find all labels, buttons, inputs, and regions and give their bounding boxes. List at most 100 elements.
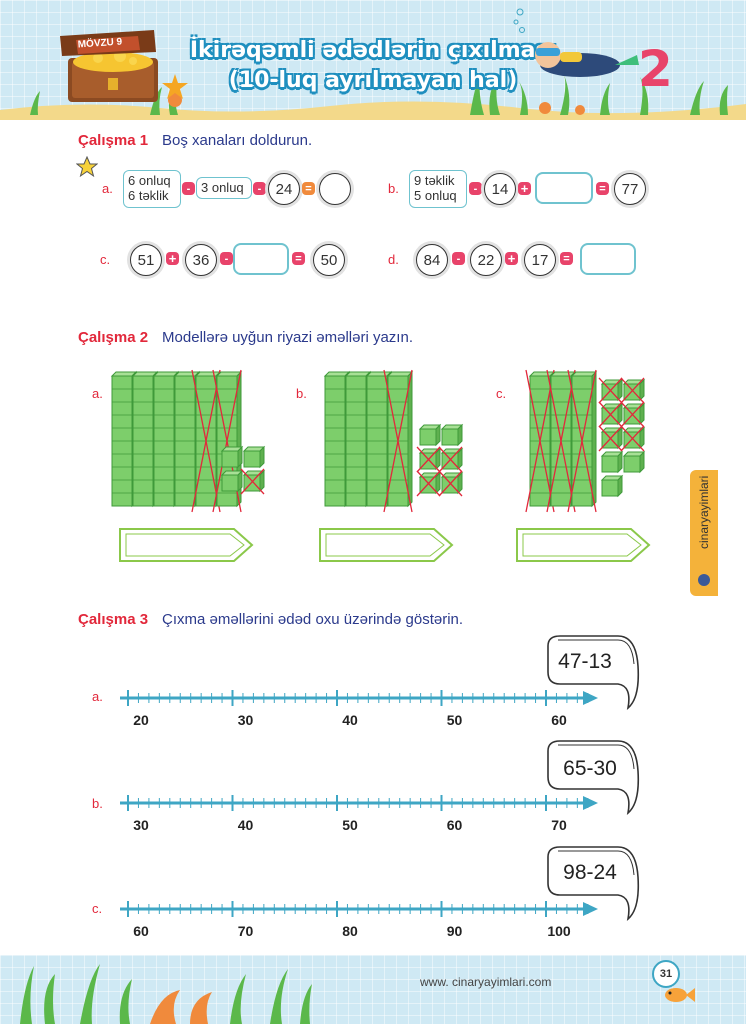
page-footer: www. cinaryayimlari.com 31	[0, 955, 746, 1024]
ex1-a-op1: -	[182, 182, 195, 195]
ten-rod	[549, 370, 577, 508]
ex1-b-op1: -	[469, 182, 482, 195]
ex2-c-answer-box[interactable]	[513, 527, 653, 563]
tick-label: 70	[551, 817, 567, 833]
number-line-0	[120, 635, 640, 711]
exercise1-label: Çalışma 1	[78, 132, 149, 149]
ex1-c-number-36: 36	[185, 244, 217, 276]
ten-rod	[365, 370, 393, 508]
fish-icon	[665, 988, 695, 1002]
ex2-b-answer-box[interactable]	[316, 527, 456, 563]
exercise3-heading: Çalışma 3 Çıxma əməllərini ədəd oxu üzəri…	[78, 611, 463, 628]
base-ten-models	[110, 369, 646, 513]
ex1-a-op2: -	[253, 182, 266, 195]
exercise1-instruction: Boş xanaları doldurun.	[162, 132, 313, 149]
publisher-handle: cinaryayimlari	[697, 475, 711, 549]
ex3-c-label: c.	[92, 901, 103, 916]
speech-bubble	[547, 846, 640, 922]
ex1-b-units-tens-box: 9 təklik 5 onluq	[409, 170, 467, 208]
ex1-a-answer-circle[interactable]	[319, 173, 351, 205]
tick-label: 90	[446, 923, 463, 939]
number-lines	[120, 635, 640, 922]
ex1-d-number-22: 22	[470, 244, 502, 276]
ten-rod	[194, 370, 222, 508]
ten-rod	[110, 370, 138, 508]
ex3-b-label: b.	[92, 796, 103, 811]
ex3-c-expression: 98-24	[563, 861, 617, 884]
page-title: İkirəqəmli ədədlərin çıxılması	[189, 38, 557, 63]
ex1-b-box1-line1: 9 təklik	[414, 173, 455, 188]
ten-rod	[570, 370, 598, 508]
model-1	[323, 369, 464, 513]
corner-number: 2	[638, 40, 673, 98]
seaweed-decoration	[20, 964, 312, 1024]
tick-label: 30	[133, 817, 149, 833]
ex1-d-number-84: 84	[416, 244, 448, 276]
ex2-a-answer-box[interactable]	[116, 527, 256, 563]
exercise3-instruction: Çıxma əməllərini ədəd oxu üzərində göstə…	[162, 611, 464, 628]
ex1-d-op1: -	[452, 252, 465, 265]
tick-label: 50	[342, 817, 358, 833]
ex1-d-answer-box[interactable]	[580, 243, 636, 275]
ex2-b-label: b.	[296, 386, 307, 401]
unit-cube	[600, 450, 624, 474]
ex1-b-answer-box[interactable]	[535, 172, 593, 204]
ten-rod	[173, 370, 201, 508]
tick-label: 60	[551, 712, 567, 728]
ex1-a-box1-line1: 6 onluq	[128, 173, 171, 188]
exercise2-heading: Çalışma 2 Modellərə uyğun riyazi əməlləri…	[78, 329, 413, 346]
cross-mark	[191, 369, 221, 513]
page-subtitle: (10-luq ayrılmayan hal)	[228, 68, 518, 93]
ex1-c-equals: =	[292, 252, 305, 265]
exercise3-label: Çalışma 3	[78, 611, 149, 628]
ten-rod	[344, 370, 372, 508]
exercise1-heading: Çalışma 1 Boş xanaları doldurun.	[78, 132, 312, 149]
publisher-side-tab: cinaryayimlari	[690, 470, 718, 596]
exercise2-instruction: Modellərə uyğun riyazi əməlləri yazın.	[162, 329, 413, 346]
ex1-c-number-51: 51	[130, 244, 162, 276]
ten-rod	[528, 370, 556, 508]
ex1-a-tens-units-box: 6 onluq 6 təklik	[123, 170, 181, 208]
cross-mark	[620, 425, 645, 452]
cross-mark	[598, 425, 623, 452]
cross-mark	[525, 369, 555, 513]
cross-mark	[598, 401, 623, 428]
exercise2-label: Çalışma 2	[78, 329, 149, 346]
ex1-a-equals: =	[302, 182, 315, 195]
star-icon	[76, 156, 98, 178]
number-line-1	[120, 740, 640, 816]
cross-mark	[620, 401, 645, 428]
cross-mark	[383, 369, 413, 513]
model-0	[110, 369, 266, 513]
cross-mark	[416, 446, 441, 473]
ex1-b-number-77: 77	[614, 173, 646, 205]
speech-bubble	[547, 740, 640, 816]
page-header: MÖVZU 9 İkirəqəmli ədədlərin çıxılması (…	[0, 0, 746, 120]
tick-label: 80	[342, 923, 358, 939]
ex1-d-op2: +	[505, 251, 518, 266]
cross-mark	[438, 446, 463, 473]
speech-bubble	[547, 635, 640, 711]
unit-cube	[418, 447, 442, 471]
social-icon	[698, 574, 710, 586]
footer-website: www. cinaryayimlari.com	[420, 975, 552, 989]
ex1-c-label: c.	[100, 252, 111, 267]
cross-mark	[567, 369, 597, 513]
tick-label: 70	[237, 923, 254, 939]
tick-label: 40	[342, 712, 358, 728]
bubbles-decoration	[513, 8, 525, 33]
tick-label: 40	[237, 817, 254, 833]
cross-mark	[598, 377, 623, 404]
ex1-d-number-17: 17	[524, 244, 556, 276]
model-2	[525, 369, 646, 513]
ex1-c-number-50: 50	[313, 244, 345, 276]
ex1-c-op2: -	[220, 252, 233, 265]
unit-cube	[622, 450, 646, 474]
ten-rod	[131, 370, 159, 508]
tick-label: 100	[547, 923, 571, 939]
ex1-b-box1-line2: 5 onluq	[414, 188, 457, 203]
ex1-c-answer-box[interactable]	[233, 243, 289, 275]
tick-label: 50	[446, 712, 463, 728]
ex3-b-expression: 65-30	[563, 757, 617, 780]
unit-cube	[242, 445, 266, 469]
